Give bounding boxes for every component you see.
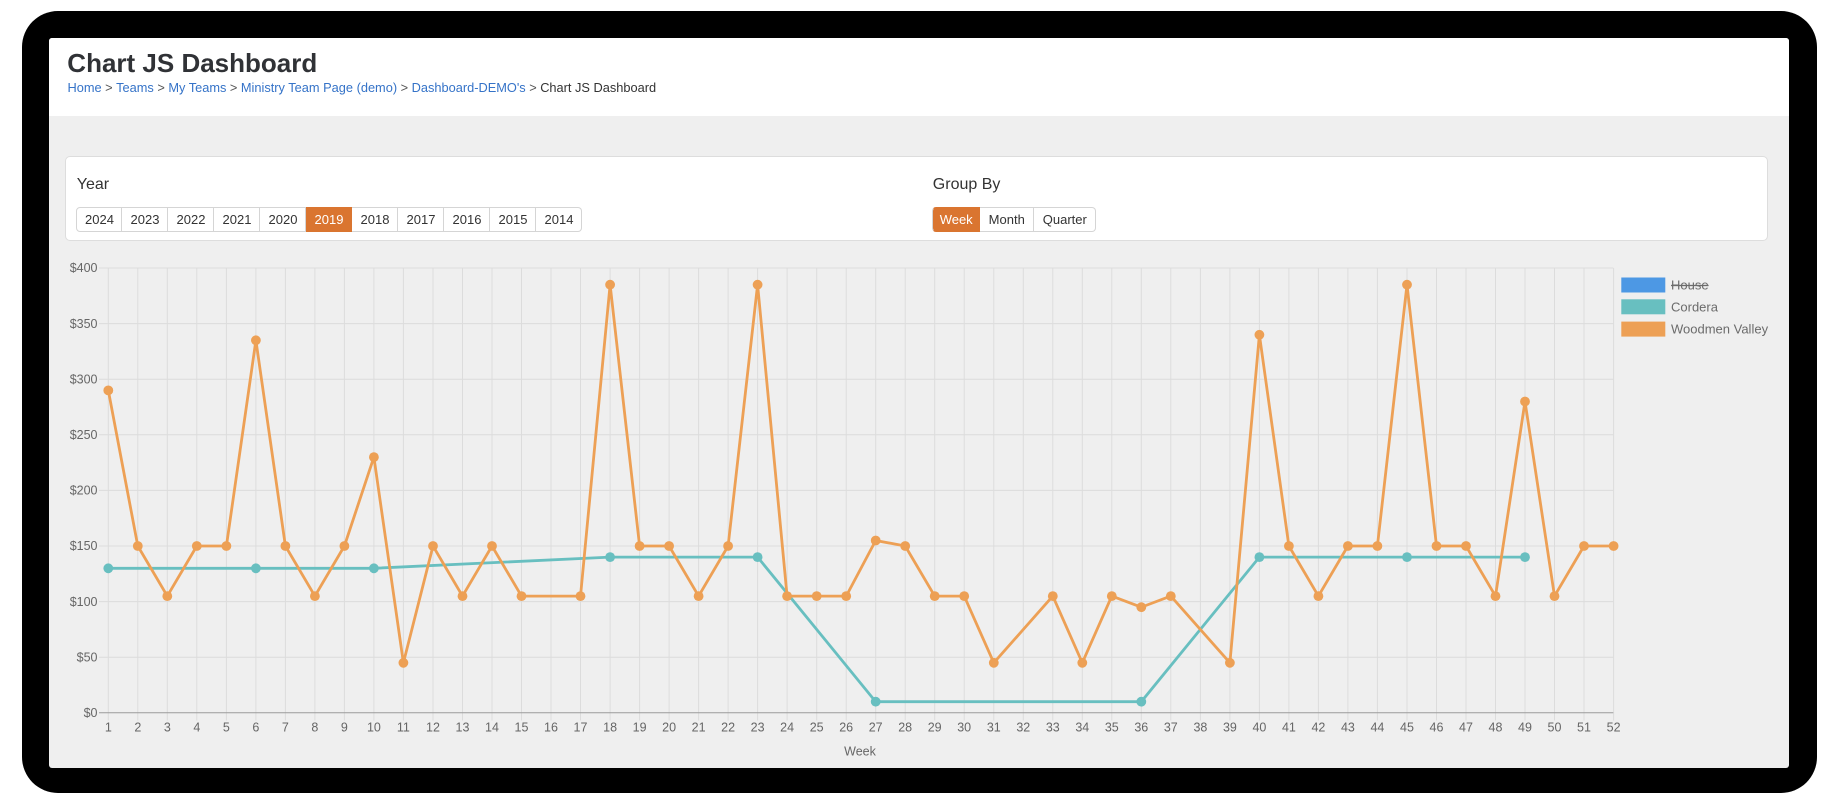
svg-text:45: 45 — [1400, 720, 1414, 734]
svg-text:37: 37 — [1163, 720, 1177, 734]
svg-text:4: 4 — [193, 720, 200, 734]
svg-text:13: 13 — [455, 720, 469, 734]
svg-text:24: 24 — [780, 720, 794, 734]
svg-text:House: House — [1671, 277, 1709, 292]
svg-text:15: 15 — [514, 720, 528, 734]
svg-text:31: 31 — [986, 720, 1000, 734]
svg-text:Cordera: Cordera — [1671, 299, 1719, 314]
svg-text:17: 17 — [573, 720, 587, 734]
svg-text:44: 44 — [1370, 720, 1384, 734]
svg-text:2: 2 — [134, 720, 141, 734]
svg-text:38: 38 — [1193, 720, 1207, 734]
svg-text:43: 43 — [1340, 720, 1354, 734]
svg-text:47: 47 — [1459, 720, 1473, 734]
svg-text:$250: $250 — [69, 428, 97, 442]
svg-text:$50: $50 — [76, 650, 97, 664]
svg-text:1: 1 — [104, 720, 111, 734]
svg-text:51: 51 — [1577, 720, 1591, 734]
svg-text:5: 5 — [222, 720, 229, 734]
svg-text:Woodmen Valley: Woodmen Valley — [1671, 321, 1769, 336]
svg-text:3: 3 — [163, 720, 170, 734]
svg-text:9: 9 — [340, 720, 347, 734]
svg-text:10: 10 — [366, 720, 380, 734]
svg-text:30: 30 — [957, 720, 971, 734]
svg-text:25: 25 — [809, 720, 823, 734]
svg-text:23: 23 — [750, 720, 764, 734]
svg-text:18: 18 — [603, 720, 617, 734]
svg-text:12: 12 — [426, 720, 440, 734]
svg-text:46: 46 — [1429, 720, 1443, 734]
svg-text:$200: $200 — [69, 483, 97, 497]
svg-text:$0: $0 — [83, 706, 97, 720]
svg-text:$150: $150 — [69, 539, 97, 553]
svg-text:11: 11 — [396, 720, 409, 734]
svg-text:20: 20 — [662, 720, 676, 734]
svg-text:32: 32 — [1016, 720, 1030, 734]
svg-text:27: 27 — [868, 720, 882, 734]
svg-text:28: 28 — [898, 720, 912, 734]
svg-text:7: 7 — [281, 720, 288, 734]
svg-text:52: 52 — [1606, 720, 1620, 734]
svg-text:49: 49 — [1518, 720, 1532, 734]
svg-text:$300: $300 — [69, 372, 97, 386]
svg-text:21: 21 — [691, 720, 705, 734]
svg-text:$400: $400 — [69, 261, 97, 275]
svg-text:40: 40 — [1252, 720, 1266, 734]
svg-text:8: 8 — [311, 720, 318, 734]
svg-text:35: 35 — [1104, 720, 1118, 734]
svg-text:29: 29 — [927, 720, 941, 734]
svg-text:50: 50 — [1547, 720, 1561, 734]
svg-text:Week: Week — [844, 744, 876, 758]
svg-text:42: 42 — [1311, 720, 1325, 734]
svg-text:36: 36 — [1134, 720, 1148, 734]
svg-text:19: 19 — [632, 720, 646, 734]
svg-text:$350: $350 — [69, 316, 97, 330]
svg-text:$100: $100 — [69, 594, 97, 608]
svg-text:34: 34 — [1075, 720, 1089, 734]
svg-text:14: 14 — [485, 720, 499, 734]
svg-text:33: 33 — [1045, 720, 1059, 734]
svg-text:22: 22 — [721, 720, 735, 734]
svg-text:26: 26 — [839, 720, 853, 734]
svg-text:39: 39 — [1222, 720, 1236, 734]
svg-text:41: 41 — [1281, 720, 1295, 734]
svg-text:16: 16 — [544, 720, 558, 734]
svg-text:6: 6 — [252, 720, 259, 734]
svg-text:48: 48 — [1488, 720, 1502, 734]
